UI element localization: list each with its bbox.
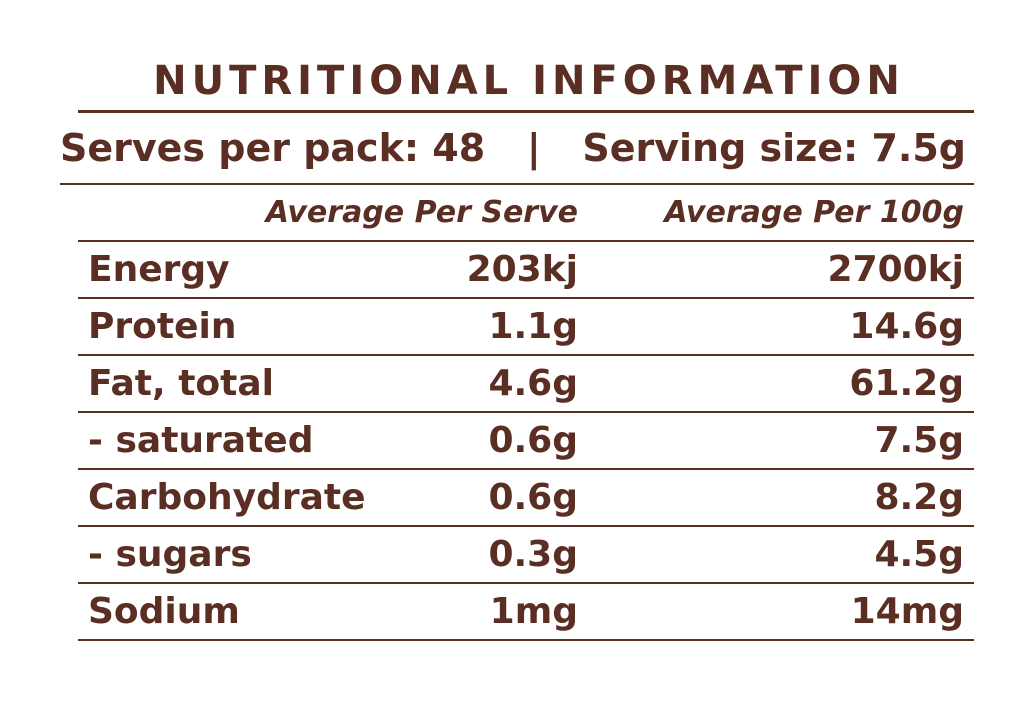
nutrient-table: Energy 203kj 2700kj Protein 1.1g 14.6g F…	[78, 242, 974, 641]
value-per-100g: 14.6g	[849, 306, 964, 347]
table-row: Energy 203kj 2700kj	[78, 242, 974, 299]
header-per-serve: Average Per Serve	[265, 195, 578, 230]
nutrition-panel: NUTRITIONAL INFORMATION Serves per pack:…	[60, 52, 974, 641]
table-row: - saturated 0.6g 7.5g	[78, 413, 974, 470]
value-per-100g: 2700kj	[827, 249, 964, 290]
value-per-serve: 0.6g	[488, 477, 578, 518]
nutrient-name: - sugars	[88, 534, 252, 575]
value-per-serve: 1.1g	[488, 306, 578, 347]
table-row: Protein 1.1g 14.6g	[78, 299, 974, 356]
value-per-100g: 4.5g	[874, 534, 964, 575]
table-row: Fat, total 4.6g 61.2g	[78, 356, 974, 413]
value-per-serve: 0.3g	[488, 534, 578, 575]
nutrient-name: Fat, total	[88, 363, 274, 404]
table-row: Carbohydrate 0.6g 8.2g	[78, 470, 974, 527]
nutrient-name: Sodium	[88, 591, 240, 632]
value-per-100g: 8.2g	[874, 477, 964, 518]
serves-per-pack: Serves per pack: 48	[60, 126, 486, 170]
nutrient-name: - saturated	[88, 420, 314, 461]
serving-info: Serves per pack: 48 | Serving size: 7.5g	[60, 113, 974, 185]
column-header-row: Average Per Serve Average Per 100g	[78, 185, 974, 242]
value-per-100g: 14mg	[850, 591, 964, 632]
value-per-100g: 7.5g	[874, 420, 964, 461]
table-row: Sodium 1mg 14mg	[78, 584, 974, 641]
value-per-serve: 0.6g	[488, 420, 578, 461]
value-per-100g: 61.2g	[849, 363, 964, 404]
table-row: - sugars 0.3g 4.5g	[78, 527, 974, 584]
value-per-serve: 4.6g	[488, 363, 578, 404]
title-divider	[78, 110, 974, 113]
nutrient-name: Carbohydrate	[88, 477, 366, 518]
header-per-100g: Average Per 100g	[664, 195, 964, 230]
panel-title: NUTRITIONAL INFORMATION	[153, 58, 905, 104]
nutrient-name: Energy	[88, 249, 230, 290]
serving-separator: |	[526, 126, 541, 170]
serving-size: Serving size: 7.5g	[582, 126, 966, 170]
value-per-serve: 203kj	[466, 249, 578, 290]
value-per-serve: 1mg	[489, 591, 578, 632]
nutrient-name: Protein	[88, 306, 237, 347]
